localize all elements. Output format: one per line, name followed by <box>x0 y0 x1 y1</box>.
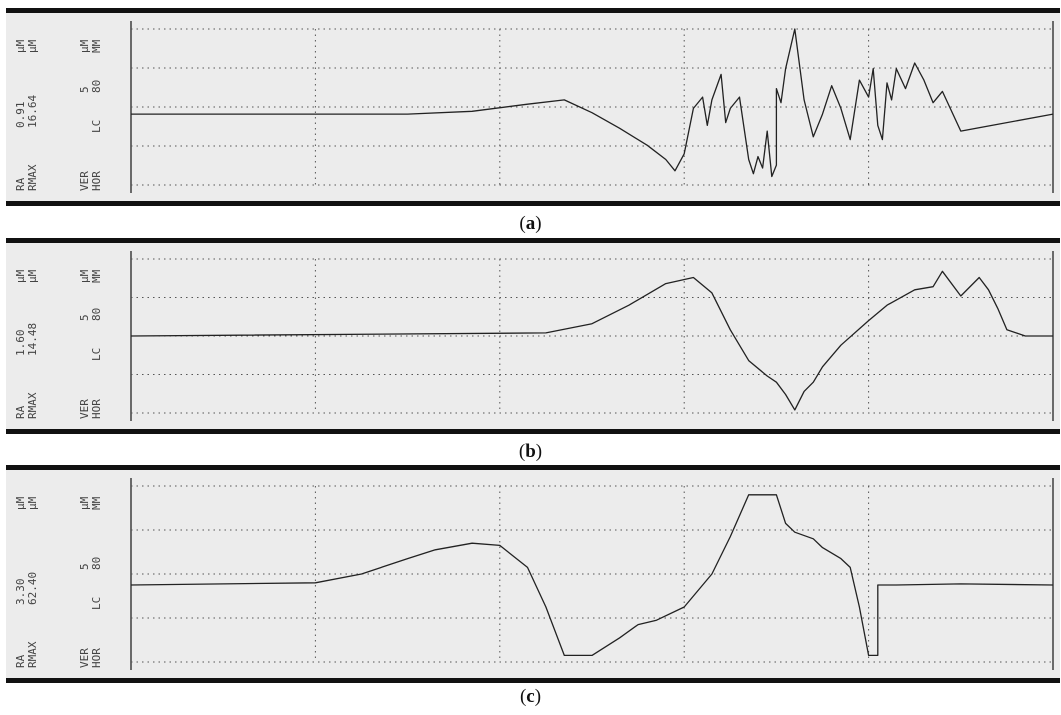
ver-label: VER <box>78 171 91 191</box>
rmax-label: RMAX <box>26 164 39 191</box>
hor-value: 80 <box>90 557 103 570</box>
hor-unit: MM <box>90 39 103 53</box>
ver-value: 5 <box>78 563 91 570</box>
profile-strip-a: RA RMAX 0.91 16.64 μM μM VER HOR LC 5 80 μM MM <box>6 8 1060 206</box>
rmax-label: RMAX <box>26 641 39 668</box>
hor-value: 80 <box>90 308 103 321</box>
ver-unit: μM <box>78 269 91 283</box>
hor-unit: MM <box>90 496 103 510</box>
profile-strip-c: RA RMAX 3.30 62.40 μM μM VER HOR LC 5 80 μM MM <box>6 465 1060 683</box>
ra-unit: μM <box>14 496 27 510</box>
rmax-unit: μM <box>26 269 39 283</box>
ra-value: 0.91 <box>14 102 27 129</box>
hor-label: HOR <box>90 648 103 668</box>
rmax-unit: μM <box>26 496 39 510</box>
ver-label: VER <box>78 648 91 668</box>
ra-unit: μM <box>14 269 27 283</box>
ra-value: 1.60 <box>14 330 27 357</box>
hor-unit: MM <box>90 269 103 283</box>
rmax-value: 62.40 <box>26 572 39 605</box>
ver-value: 5 <box>78 314 91 321</box>
ra-unit: μM <box>14 39 27 53</box>
rmax-label: RMAX <box>26 392 39 419</box>
hor-label: HOR <box>90 171 103 191</box>
ra-value: 3.30 <box>14 579 27 606</box>
ver-label: VER <box>78 399 91 419</box>
caption-c: (c) <box>519 686 542 707</box>
ver-unit: μM <box>78 39 91 53</box>
hor-value: 80 <box>90 80 103 93</box>
rmax-value: 16.64 <box>26 95 39 128</box>
caption-a: (a) <box>519 213 542 234</box>
lc-label: LC <box>90 348 103 361</box>
surface-profile-trace <box>131 28 1054 178</box>
lc-label: LC <box>90 120 103 133</box>
ver-value: 5 <box>78 86 91 93</box>
rmax-unit: μM <box>26 39 39 53</box>
ra-label: RA <box>14 654 27 668</box>
ra-label: RA <box>14 405 27 419</box>
surface-profile-trace <box>130 270 1053 411</box>
surface-profile-trace <box>130 494 1054 657</box>
ra-label: RA <box>14 177 27 191</box>
caption-b: (b) <box>518 441 543 462</box>
lc-label: LC <box>90 597 103 610</box>
profile-strip-b: RA RMAX 1.60 14.48 μM μM VER HOR LC 5 80 μM MM <box>6 238 1060 434</box>
hor-label: HOR <box>90 399 103 419</box>
ver-unit: μM <box>78 496 91 510</box>
rmax-value: 14.48 <box>26 323 39 356</box>
